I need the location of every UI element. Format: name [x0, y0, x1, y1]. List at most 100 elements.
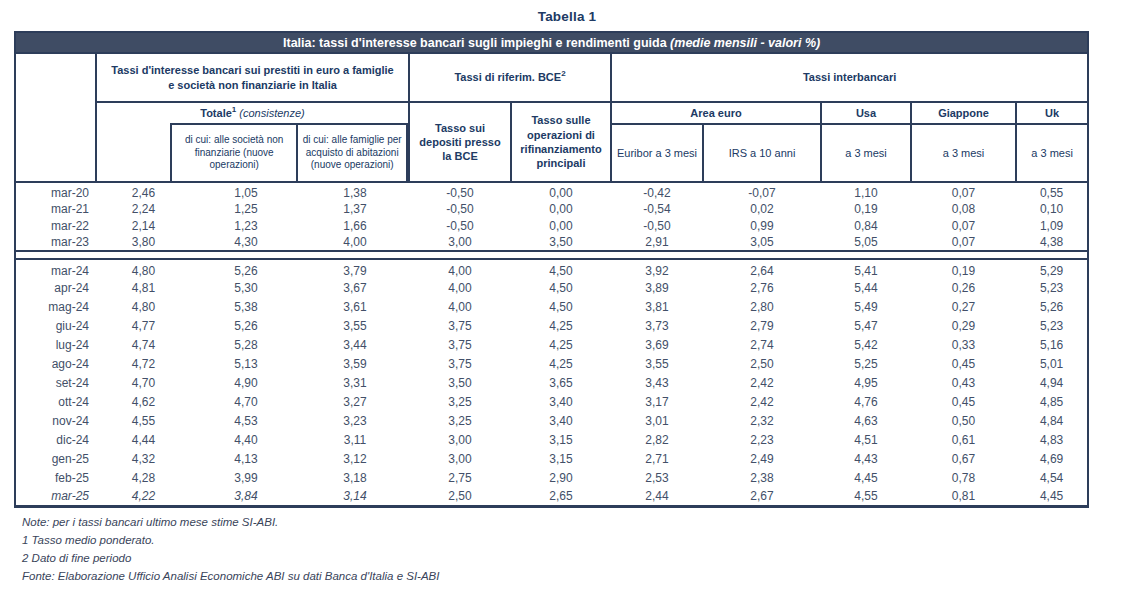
data-cell: 4,32: [96, 449, 191, 468]
header-dicui-societa: di cui: alle società non finanziarie (nu…: [170, 123, 298, 181]
data-cell: 2,46: [96, 182, 191, 200]
data-cell: 3,43: [611, 373, 703, 392]
dicui-spacer: [97, 123, 170, 181]
data-cell: 5,30: [191, 278, 301, 297]
data-cell: 4,55: [96, 411, 191, 430]
rates-table: Italia: tassi d'interesse bancari sugli …: [14, 31, 1089, 508]
data-cell: 2,76: [703, 278, 821, 297]
data-cell: 5,16: [1016, 335, 1088, 354]
header-area-euro: Area euro: [611, 102, 821, 124]
header-bce-group: Tassi di riferim. BCE2: [409, 53, 611, 102]
data-cell: 2,14: [96, 217, 191, 234]
data-cell: 2,71: [611, 449, 703, 468]
data-cell: 4,28: [96, 468, 191, 487]
table-row: mar-233,804,304,003,003,502,913,055,050,…: [15, 234, 1088, 251]
data-cell: 2,67: [703, 487, 821, 506]
row-label: giu-24: [15, 316, 96, 335]
data-cell: 2,75: [409, 468, 511, 487]
header-prestiti-group: Tassi d'interesse bancari sui prestiti i…: [96, 53, 409, 102]
data-cell: 3,00: [409, 234, 511, 251]
data-cell: 3,80: [96, 234, 191, 251]
data-cell: 2,80: [703, 297, 821, 316]
data-cell: 3,01: [611, 411, 703, 430]
table-row: ott-244,624,703,273,253,403,172,424,760,…: [15, 392, 1088, 411]
header-dicui-famiglie: di cui: alle famiglie per acquisto di ab…: [298, 123, 408, 181]
data-cell: 4,76: [821, 392, 911, 411]
section2-body: mar-244,805,263,794,004,503,922,645,410,…: [15, 259, 1088, 506]
data-cell: -0,42: [611, 182, 703, 200]
data-cell: 5,26: [1016, 297, 1088, 316]
data-cell: 2,91: [611, 234, 703, 251]
data-cell: 4,95: [821, 373, 911, 392]
data-cell: 2,24: [96, 200, 191, 217]
totale-label: Totale: [200, 107, 232, 119]
data-cell: 3,14: [301, 487, 409, 506]
row-label: gen-25: [15, 449, 96, 468]
data-cell: 5,01: [1016, 354, 1088, 373]
data-cell: 2,74: [703, 335, 821, 354]
data-cell: 3,99: [191, 468, 301, 487]
data-cell: 2,82: [611, 430, 703, 449]
table-row: mag-244,805,383,614,004,503,812,805,490,…: [15, 297, 1088, 316]
data-cell: 3,40: [511, 392, 611, 411]
data-cell: 4,38: [1016, 234, 1088, 251]
data-cell: 5,28: [191, 335, 301, 354]
data-cell: 4,45: [1016, 487, 1088, 506]
data-cell: 3,69: [611, 335, 703, 354]
header-irs: IRS a 10 anni: [703, 124, 821, 182]
data-cell: 4,94: [1016, 373, 1088, 392]
data-cell: 4,00: [409, 278, 511, 297]
data-cell: 3,27: [301, 392, 409, 411]
dicui-row: di cui: alle società non finanziarie (nu…: [97, 123, 408, 181]
data-cell: 5,25: [821, 354, 911, 373]
data-cell: 1,66: [301, 217, 409, 234]
data-cell: -0,50: [409, 182, 511, 200]
data-cell: 0,07: [911, 182, 1016, 200]
data-cell: 2,32: [703, 411, 821, 430]
data-cell: 4,50: [511, 297, 611, 316]
data-cell: 3,15: [511, 430, 611, 449]
table-row: nov-244,554,533,233,253,403,012,324,630,…: [15, 411, 1088, 430]
data-cell: 1,38: [301, 182, 409, 200]
data-cell: 4,90: [191, 373, 301, 392]
data-cell: 4,81: [96, 278, 191, 297]
data-cell: 0,00: [511, 200, 611, 217]
corner-cell: [15, 53, 96, 182]
data-cell: 4,22: [96, 487, 191, 506]
data-cell: 4,25: [511, 316, 611, 335]
data-cell: 1,09: [1016, 217, 1088, 234]
data-cell: 4,70: [96, 373, 191, 392]
data-cell: 0,19: [821, 200, 911, 217]
data-cell: 3,55: [611, 354, 703, 373]
table-header: Italia: tassi d'interesse bancari sugli …: [15, 32, 1088, 182]
data-cell: 0,10: [1016, 200, 1088, 217]
header-euribor: Euribor a 3 mesi: [611, 124, 703, 182]
data-cell: 0,33: [911, 335, 1016, 354]
data-cell: 4,00: [301, 234, 409, 251]
data-cell: 2,64: [703, 259, 821, 278]
data-cell: 3,50: [409, 373, 511, 392]
data-cell: 4,83: [1016, 430, 1088, 449]
data-cell: 3,67: [301, 278, 409, 297]
banner-text: Italia: tassi d'interesse bancari sugli …: [283, 36, 670, 50]
row-label: apr-24: [15, 278, 96, 297]
data-cell: 0,27: [911, 297, 1016, 316]
row-label: mar-20: [15, 182, 96, 200]
data-cell: 2,42: [703, 373, 821, 392]
data-cell: 5,05: [821, 234, 911, 251]
header-usa-a3mesi: a 3 mesi: [821, 124, 911, 182]
row-label: mar-21: [15, 200, 96, 217]
data-cell: 2,50: [703, 354, 821, 373]
bce-label: Tassi di riferim. BCE: [454, 71, 561, 83]
data-cell: 3,75: [409, 354, 511, 373]
data-cell: 0,07: [911, 217, 1016, 234]
data-cell: 3,89: [611, 278, 703, 297]
data-cell: 4,45: [821, 468, 911, 487]
data-cell: 4,72: [96, 354, 191, 373]
row-label: set-24: [15, 373, 96, 392]
note-line: 1 Tasso medio ponderato.: [22, 531, 1134, 549]
row-label: mar-22: [15, 217, 96, 234]
data-cell: 5,38: [191, 297, 301, 316]
data-cell: 0,78: [911, 468, 1016, 487]
data-cell: 5,41: [821, 259, 911, 278]
